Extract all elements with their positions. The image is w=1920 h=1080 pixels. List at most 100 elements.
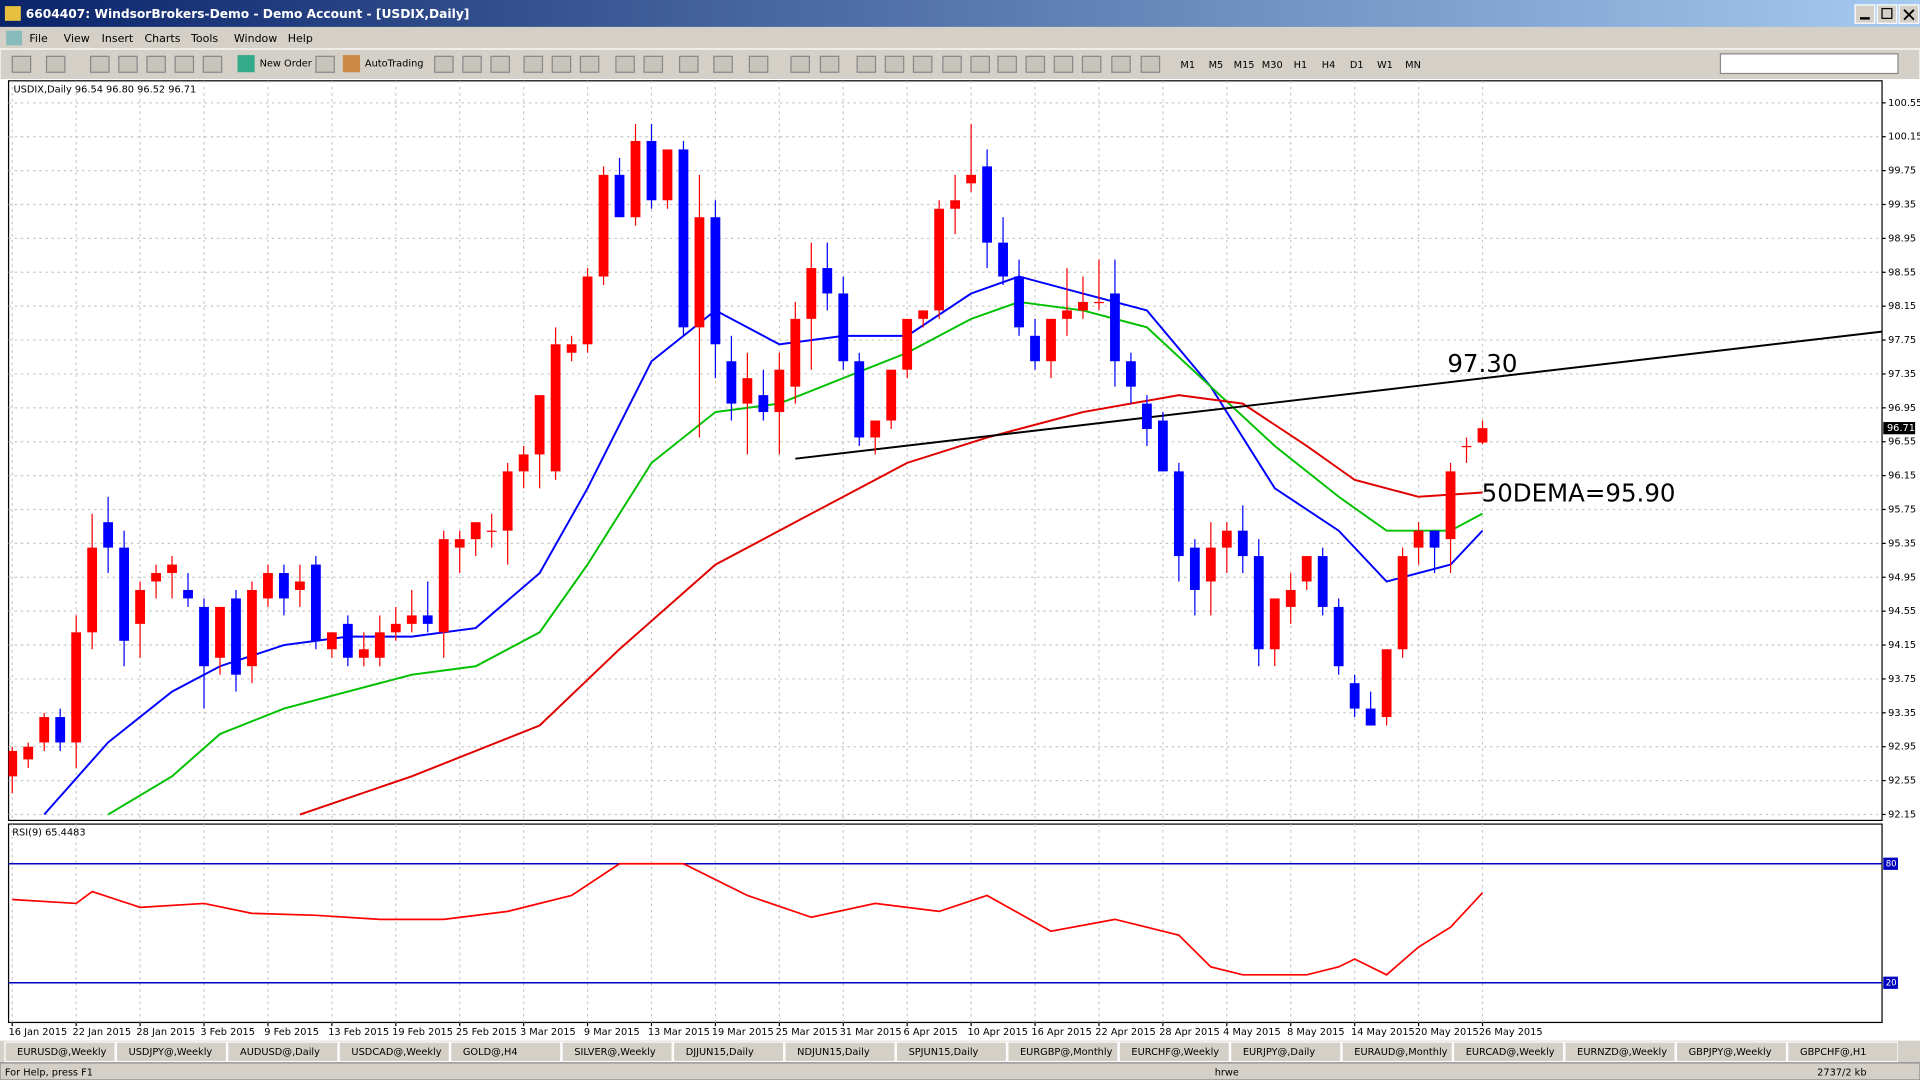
chart-tab-label[interactable]: DJJUN15,Daily (686, 1047, 754, 1058)
candle-body (1078, 301, 1088, 311)
status-traffic: 2737/2 kb (1817, 1068, 1866, 1079)
candle-body (422, 615, 433, 624)
chart-tab-label[interactable]: NDJUN15,Daily (797, 1047, 870, 1058)
chart-tab[interactable] (1230, 1041, 1342, 1063)
chart-tab-label[interactable]: EURNZD@,Weekly (1577, 1047, 1667, 1058)
candle-body (326, 632, 337, 650)
timeframe-button[interactable]: M1 (1180, 60, 1195, 71)
chart-tab-label[interactable]: EURCHF@,Weekly (1131, 1047, 1219, 1058)
chart-tab-label[interactable]: EURJPY@,Daily (1243, 1047, 1316, 1058)
candle-body (1413, 530, 1424, 548)
toolbar-button[interactable] (912, 55, 933, 73)
candle-body (598, 174, 609, 277)
toolbar-button[interactable] (490, 55, 510, 73)
chart-tab[interactable] (1341, 1041, 1453, 1063)
chart-tab[interactable] (450, 1041, 562, 1063)
timeframe-button[interactable]: M15 (1234, 60, 1255, 71)
candle-body (1445, 471, 1456, 540)
chart-tab[interactable] (1564, 1041, 1676, 1063)
toolbar-button[interactable] (678, 55, 699, 73)
toolbar-button[interactable] (748, 55, 769, 73)
chart-tab[interactable] (1452, 1041, 1565, 1063)
menu-item[interactable]: View (64, 32, 90, 45)
menu-item[interactable]: Help (288, 32, 313, 45)
chart-tab-label[interactable]: EURAUD@,Monthly (1354, 1047, 1447, 1058)
toolbar-button[interactable] (90, 55, 110, 73)
candle-body (774, 369, 785, 413)
menu-item[interactable]: Tools (190, 32, 218, 45)
toolbar-button[interactable] (884, 55, 905, 73)
chart-tab-label[interactable]: EURCAD@,Weekly (1466, 1047, 1555, 1058)
toolbar-button[interactable] (790, 55, 811, 73)
y-tick-label: 96.95 (1888, 403, 1916, 414)
toolbar-button[interactable] (1025, 55, 1046, 73)
doc-icon (6, 30, 23, 46)
toolbar-button[interactable] (970, 55, 991, 73)
toolbar-button[interactable] (713, 55, 733, 73)
timeframe-button[interactable]: M30 (1262, 60, 1283, 71)
menu-item[interactable]: Charts (144, 32, 180, 45)
chart-tab-label[interactable]: AUDUSD@,Daily (240, 1047, 320, 1058)
y-tick-label: 92.95 (1888, 742, 1916, 753)
toolbar-button[interactable] (462, 55, 482, 73)
toolbar-button[interactable] (1053, 55, 1074, 73)
chart-tab[interactable] (1675, 1041, 1788, 1063)
chart-tab-label[interactable]: EURGBP@,Monthly (1020, 1047, 1113, 1058)
menu-item[interactable]: File (29, 32, 48, 45)
toolbar-button[interactable] (1081, 55, 1102, 73)
chart-tab[interactable] (1787, 1041, 1898, 1063)
timeframe-button[interactable]: D1 (1350, 60, 1364, 71)
chart-tab[interactable] (4, 1041, 116, 1063)
candle-body (822, 268, 833, 294)
timeframe-button[interactable]: H1 (1294, 60, 1308, 71)
toolbar-button[interactable] (551, 55, 572, 73)
timeframe-button[interactable]: MN (1405, 60, 1421, 71)
search-box[interactable] (1719, 53, 1899, 75)
menu-item[interactable]: Window (234, 32, 277, 45)
window-controls[interactable] (1854, 4, 1920, 24)
toolbar-button[interactable] (1111, 55, 1131, 73)
toolbar-button[interactable] (315, 55, 335, 73)
chart-tab-label[interactable]: EURUSD@,Weekly (17, 1047, 106, 1058)
candle-body (1333, 606, 1344, 667)
toolbar-button[interactable] (819, 55, 840, 73)
chart-tab[interactable] (115, 1041, 228, 1063)
chart-tab-label[interactable]: GOLD@,H4 (463, 1047, 518, 1058)
toolbar-button[interactable] (643, 55, 664, 73)
chart-tab[interactable] (784, 1041, 896, 1063)
toolbar-button[interactable] (118, 55, 138, 73)
toolbar-button[interactable] (11, 55, 32, 73)
chart-tab[interactable] (1118, 1041, 1230, 1063)
new-order-button[interactable]: New Order (260, 59, 313, 70)
status-bar (0, 1062, 1920, 1080)
timeframe-button[interactable]: W1 (1377, 60, 1393, 71)
autotrading-button[interactable]: AutoTrading (365, 59, 424, 70)
chart-tab-label[interactable]: SPJUN15,Daily (909, 1047, 979, 1058)
toolbar-button[interactable] (579, 55, 600, 73)
toolbar-button[interactable] (202, 55, 223, 73)
chart-tab[interactable] (895, 1041, 1008, 1063)
menu-item[interactable]: Insert (102, 32, 134, 45)
toolbar-button[interactable] (146, 55, 166, 73)
chart-tab-label[interactable]: GBPJPY@,Weekly (1689, 1047, 1772, 1058)
chart-tab[interactable] (672, 1041, 785, 1063)
toolbar-button[interactable] (434, 55, 454, 73)
timeframe-button[interactable]: M5 (1209, 60, 1224, 71)
toolbar-button[interactable] (856, 55, 877, 73)
chart-tab-label[interactable]: SILVER@,Weekly (574, 1047, 656, 1058)
chart-tab-label[interactable]: USDJPY@,Weekly (129, 1047, 213, 1058)
toolbar-button[interactable] (942, 55, 962, 73)
chart-tab-label[interactable]: USDCAD@,Weekly (351, 1047, 441, 1058)
toolbar-button[interactable] (1140, 55, 1161, 73)
timeframe-button[interactable]: H4 (1322, 60, 1336, 71)
toolbar-button[interactable] (45, 55, 66, 73)
chart-tab-label[interactable]: GBPCHF@,H1 (1800, 1047, 1866, 1058)
chart-tab[interactable] (561, 1041, 673, 1063)
chart-tab[interactable] (1007, 1041, 1119, 1063)
toolbar-button[interactable] (174, 55, 195, 73)
chart-tab[interactable] (338, 1041, 450, 1063)
toolbar-button[interactable] (615, 55, 635, 73)
toolbar-button[interactable] (997, 55, 1017, 73)
toolbar-button[interactable] (523, 55, 544, 73)
chart-tab[interactable] (227, 1041, 339, 1063)
